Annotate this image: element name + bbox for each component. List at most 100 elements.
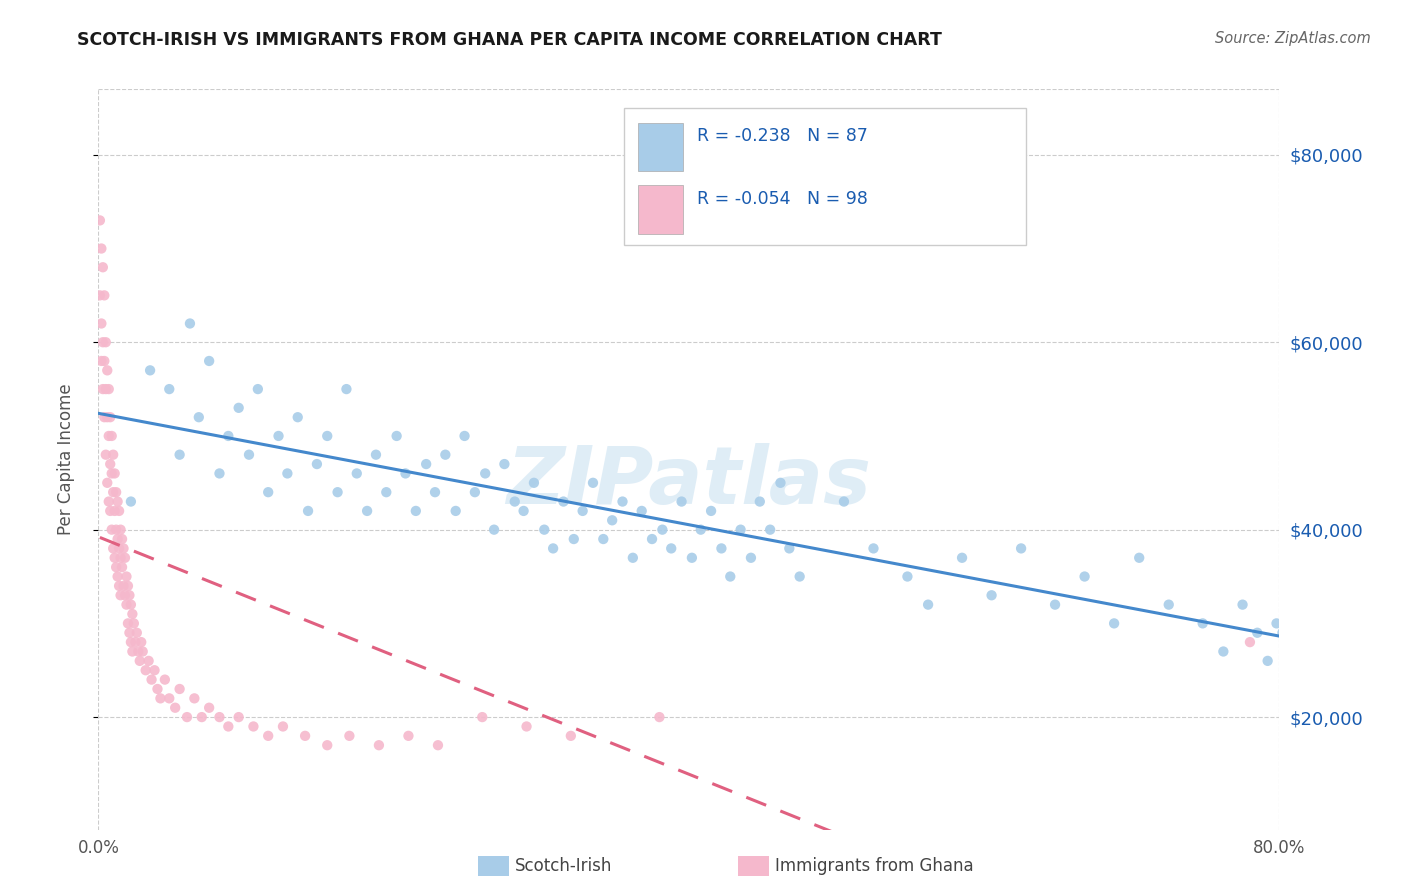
Point: [641, 532, 664, 546]
Point: [135, 663, 157, 677]
Point: [103, 448, 125, 462]
Point: [453, 429, 475, 443]
Point: [730, 523, 752, 537]
Point: [769, 475, 792, 490]
Point: [630, 504, 652, 518]
Point: [94, 448, 117, 462]
Point: [316, 429, 339, 443]
Point: [187, 410, 209, 425]
Point: [108, 541, 131, 556]
Point: [100, 523, 122, 537]
Point: [659, 541, 682, 556]
Point: [494, 457, 516, 471]
Point: [110, 523, 132, 537]
Point: [129, 635, 152, 649]
Point: [128, 654, 150, 668]
Point: [139, 363, 162, 377]
Point: [316, 738, 339, 752]
Point: [681, 550, 703, 565]
Point: [104, 467, 127, 481]
Point: [96, 475, 118, 490]
Point: [138, 654, 160, 668]
Point: [118, 625, 141, 640]
Point: [444, 504, 467, 518]
Point: [648, 710, 671, 724]
Point: [100, 467, 122, 481]
Point: [157, 382, 180, 396]
Point: [103, 485, 125, 500]
Point: [115, 598, 138, 612]
Text: SCOTCH-IRISH VS IMMIGRANTS FROM GHANA PER CAPITA INCOME CORRELATION CHART: SCOTCH-IRISH VS IMMIGRANTS FROM GHANA PE…: [77, 31, 942, 49]
Point: [120, 494, 142, 508]
Point: [503, 494, 526, 508]
Point: [105, 523, 128, 537]
Point: [582, 475, 605, 490]
Point: [238, 448, 260, 462]
Point: [121, 644, 143, 658]
Point: [271, 719, 294, 733]
Point: [1191, 616, 1213, 631]
Point: [103, 541, 125, 556]
Point: [423, 485, 446, 500]
Point: [464, 485, 486, 500]
Point: [267, 429, 290, 443]
Point: [789, 569, 811, 583]
Point: [91, 382, 114, 396]
Point: [917, 598, 939, 612]
Point: [1212, 644, 1234, 658]
Point: [91, 260, 114, 275]
Point: [276, 467, 298, 481]
Point: [110, 550, 132, 565]
Point: [120, 598, 142, 612]
Point: [117, 616, 139, 631]
Point: [553, 494, 575, 508]
Point: [474, 467, 496, 481]
Point: [427, 738, 450, 752]
Point: [104, 550, 127, 565]
Point: [1279, 616, 1302, 631]
Point: [96, 410, 118, 425]
Point: [191, 710, 214, 724]
Point: [356, 504, 378, 518]
Point: [246, 382, 269, 396]
Point: [94, 335, 117, 350]
Point: [198, 354, 221, 368]
Point: [516, 719, 538, 733]
Point: [108, 579, 131, 593]
Point: [98, 457, 121, 471]
Text: Source: ZipAtlas.com: Source: ZipAtlas.com: [1215, 31, 1371, 46]
Point: [169, 681, 191, 696]
Point: [149, 691, 172, 706]
Point: [115, 569, 138, 583]
Point: [471, 710, 494, 724]
Point: [114, 588, 136, 602]
Point: [1232, 598, 1254, 612]
Point: [980, 588, 1002, 602]
Point: [132, 644, 155, 658]
Point: [90, 354, 112, 368]
Point: [1265, 616, 1288, 631]
Point: [124, 635, 146, 649]
Point: [105, 560, 128, 574]
Point: [1271, 625, 1294, 640]
Point: [93, 354, 115, 368]
Point: [198, 700, 221, 714]
Point: [125, 625, 148, 640]
Point: [97, 382, 120, 396]
Point: [111, 560, 134, 574]
Point: [179, 317, 201, 331]
Point: [176, 710, 198, 724]
Point: [394, 467, 416, 481]
Point: [533, 523, 555, 537]
Point: [105, 485, 128, 500]
Point: [689, 523, 711, 537]
Point: [89, 288, 111, 302]
Point: [112, 579, 135, 593]
Point: [120, 635, 142, 649]
Point: [169, 448, 191, 462]
Point: [93, 288, 115, 302]
Point: [434, 448, 457, 462]
Point: [146, 681, 169, 696]
Point: [157, 691, 180, 706]
Point: [217, 719, 239, 733]
